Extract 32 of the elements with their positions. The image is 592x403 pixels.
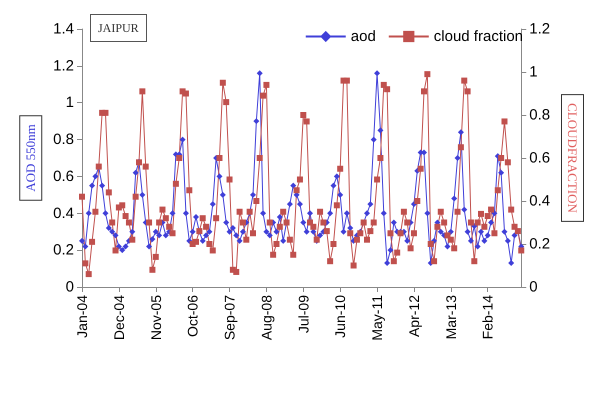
x-tick-label: May-11 bbox=[369, 294, 386, 341]
y2-axis-title: CLOUDFRACTION bbox=[565, 103, 580, 214]
x-tick-label: Feb-14 bbox=[480, 294, 496, 340]
y2-tick-label: 0.8 bbox=[529, 106, 550, 124]
y2-tick-label: 0 bbox=[529, 278, 538, 296]
y-tick-label: 0.2 bbox=[53, 242, 74, 259]
x-tick-label: Jul-09 bbox=[295, 294, 312, 334]
x-tick-label: Jun-10 bbox=[332, 294, 348, 338]
y-tick-label: 0.6 bbox=[53, 168, 74, 185]
x-tick-label: Apr-12 bbox=[406, 294, 422, 338]
x-tick-label: Oct-06 bbox=[184, 294, 201, 338]
y-tick-label: 1.2 bbox=[53, 57, 74, 74]
x-tick-label: Nov-05 bbox=[148, 294, 164, 340]
y2-tick-label: 1 bbox=[529, 64, 538, 80]
y-tick-label: 0.8 bbox=[53, 131, 74, 148]
legend-label: aod bbox=[350, 28, 376, 45]
y-axis-title: AOD 550nm bbox=[23, 124, 38, 192]
x-tick-label: Sep-07 bbox=[222, 294, 238, 340]
y2-tick-label: 0.2 bbox=[529, 236, 550, 252]
y2-tick-label: 0.6 bbox=[529, 150, 550, 166]
y-tick-label: 0 bbox=[66, 278, 74, 296]
y2-tick-label: 0.4 bbox=[529, 192, 550, 210]
y-tick-label: 1.4 bbox=[53, 20, 74, 38]
x-tick-label: Mar-13 bbox=[442, 294, 459, 340]
x-tick-label: Dec-04 bbox=[110, 294, 127, 340]
x-tick-label: Jan-04 bbox=[74, 294, 90, 338]
y-tick-label: 1 bbox=[66, 94, 74, 112]
chart-title: JAIPUR bbox=[98, 21, 139, 35]
legend-label: cloud fraction bbox=[434, 28, 523, 45]
y-tick-label: 0.4 bbox=[53, 204, 74, 222]
y2-tick-label: 1.2 bbox=[529, 20, 550, 38]
x-tick-label: Aug-08 bbox=[258, 294, 274, 340]
